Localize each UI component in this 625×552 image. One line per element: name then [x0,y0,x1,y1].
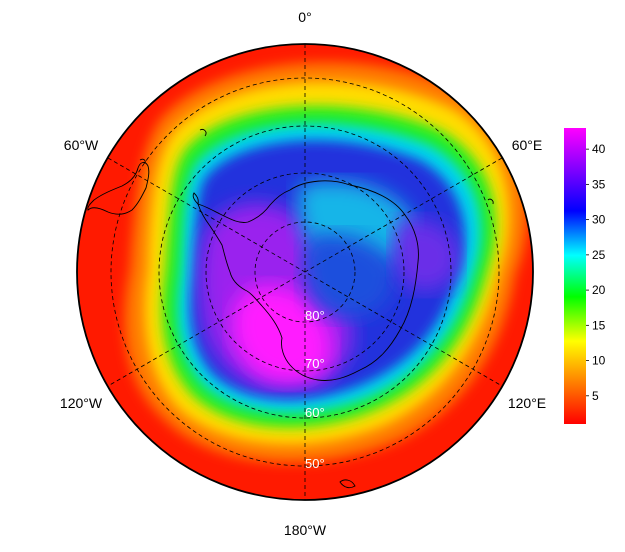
colorbar-tick-label: 10 [592,354,606,368]
lat-label-70: 70° [305,356,325,371]
antarctica-coastline [192,180,419,489]
lon-label-lower-right: 120°E [508,395,546,411]
south-america-coastline [87,129,207,215]
colorbar-tick-label: 30 [592,213,606,227]
latitude-circle-80 [254,221,356,323]
australia-coastline [487,198,494,205]
lon-label-bottom: 180°W [284,522,327,538]
colorbar-tick-label: 25 [592,248,606,262]
patch-purple-right [392,219,460,291]
colorbar: 5 10 15 20 25 30 35 40 [564,128,606,424]
graticule [107,44,503,500]
colorbar-tick-label: 15 [592,318,606,332]
colorbar-tick-label: 20 [592,283,606,297]
ozone-field [77,44,533,500]
patch-deepblue [302,233,396,319]
lon-label-lower-left: 120°W [60,395,103,411]
lon-label-upper-left: 60°W [64,137,99,153]
colorbar-ticks: 5 10 15 20 25 30 35 40 [586,142,606,403]
colorbar-tick-label: 35 [592,177,606,191]
lat-label-60: 60° [305,405,325,420]
lon-label-upper-right: 60°E [512,137,543,153]
colorbar-gradient [564,128,586,424]
map-border [76,43,534,501]
meridian-60e-120w [107,157,503,387]
latitude-circle-60 [158,125,452,419]
lat-label-50: 50° [305,456,325,471]
colorbar-tick-label: 5 [592,389,599,403]
lon-label-top: 0° [298,9,311,25]
colorbar-tick-label: 40 [592,142,606,156]
lat-label-80: 80° [305,308,325,323]
